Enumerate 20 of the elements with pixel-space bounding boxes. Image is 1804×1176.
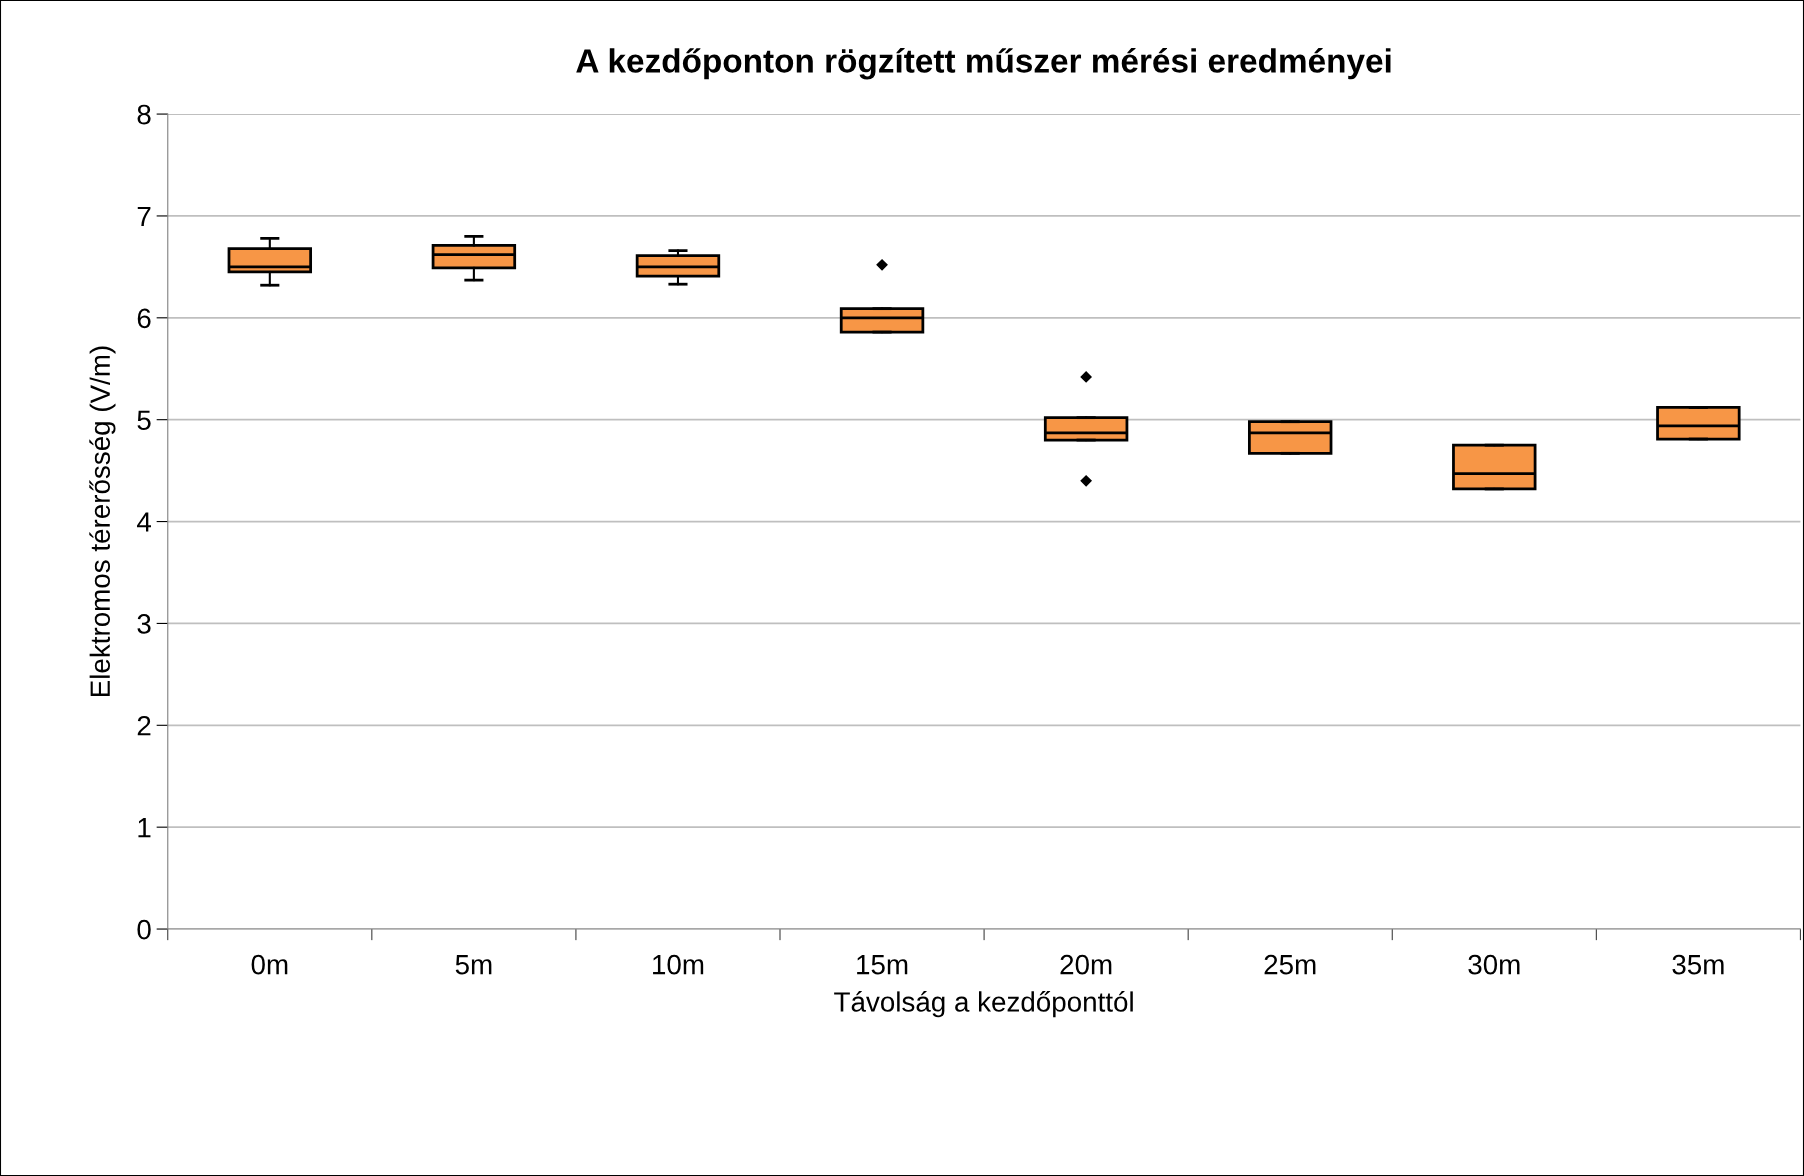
y-tick-label: 3	[137, 614, 151, 634]
x-tick-label: 25m	[1264, 954, 1316, 975]
x-tick-label: 10m	[653, 954, 704, 975]
x-axis-title: Távolság a kezdőponttól	[834, 991, 1133, 1018]
x-tick-label: 5m	[455, 955, 492, 975]
y-tick-label: 2	[137, 715, 151, 736]
y-tick-label: 5	[137, 410, 151, 431]
x-tick-label: 35m	[1672, 954, 1724, 975]
x-tick-label: 0m	[251, 954, 288, 975]
y-tick-label: 0	[137, 919, 151, 940]
y-tick-label: 7	[137, 206, 151, 227]
y-tick-label: 4	[136, 512, 151, 532]
y-tick-label: 6	[137, 308, 151, 329]
y-tick-label: 1	[138, 818, 151, 838]
x-tick-label: 20m	[1060, 954, 1112, 975]
y-axis-title: Elektromos térerősség (V/m)	[89, 346, 116, 697]
x-tick-label: 15m	[857, 955, 908, 975]
y-tick-label: 8	[137, 104, 151, 125]
x-tick-label: 30m	[1468, 954, 1520, 975]
chart-title: A kezdőponton rögzített műszer mérési eredményei	[576, 47, 1391, 80]
